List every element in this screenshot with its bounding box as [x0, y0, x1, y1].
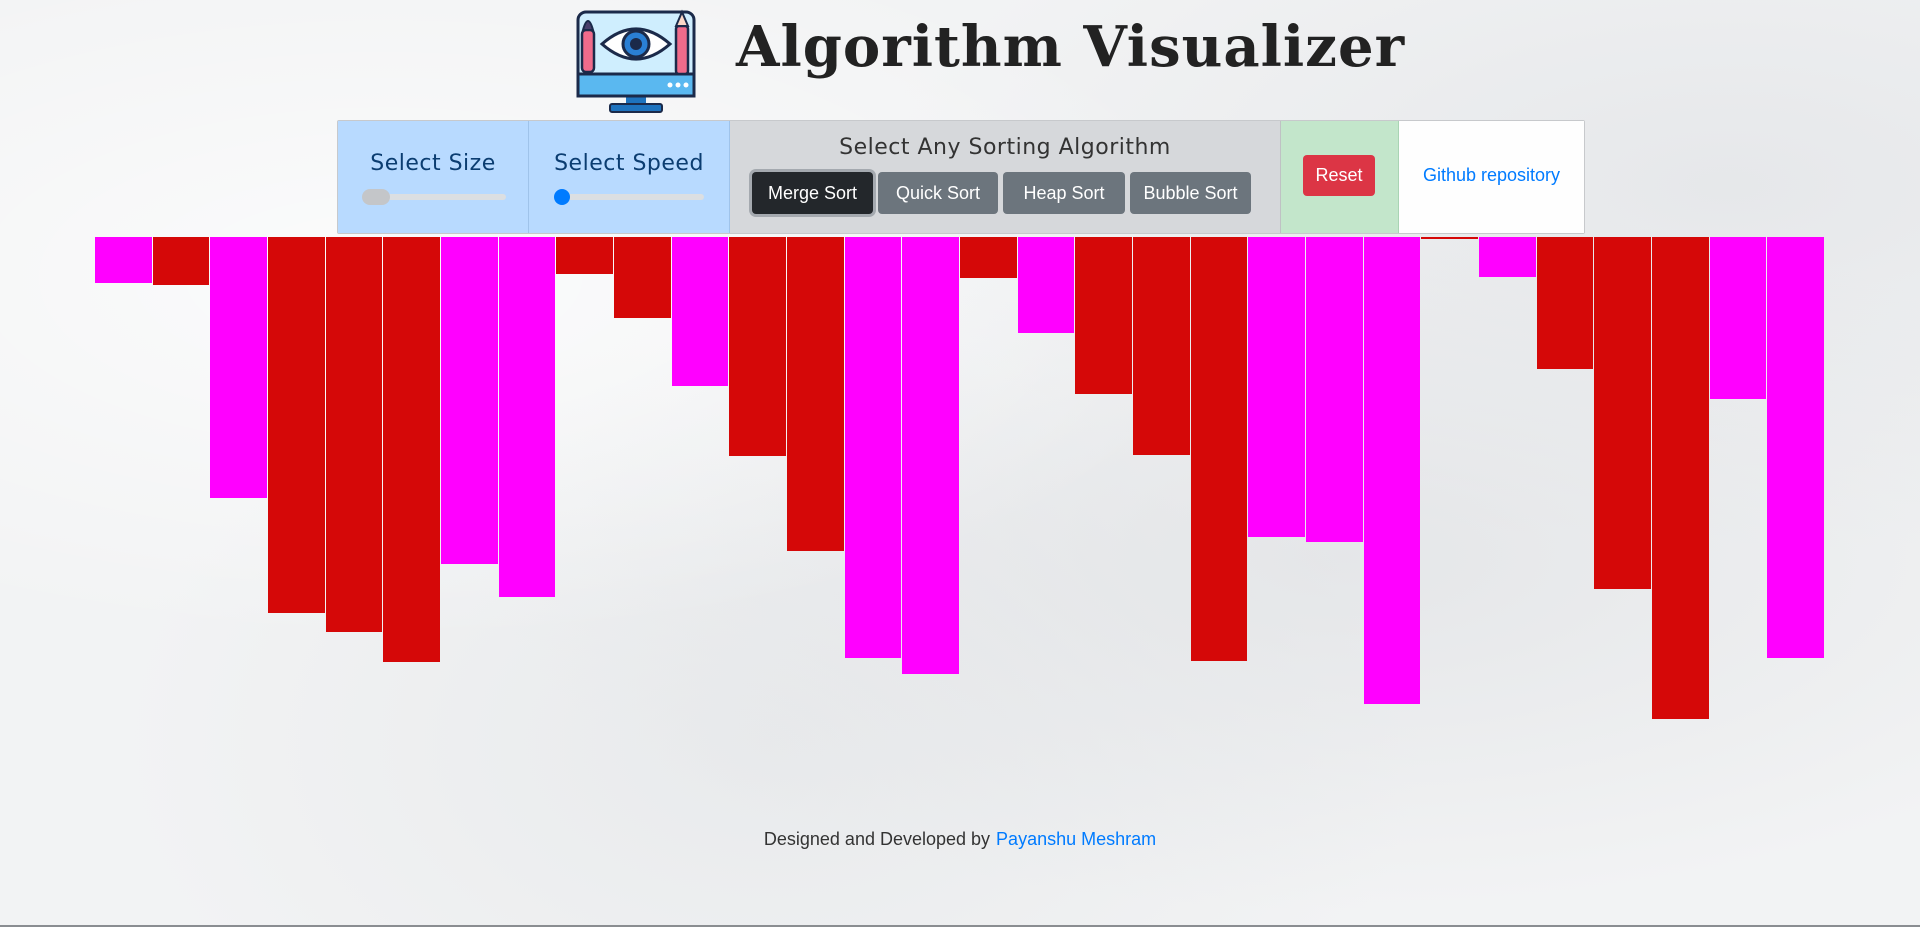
array-bar [902, 237, 959, 674]
footer: Designed and Developed by Payanshu Meshra… [0, 829, 1920, 850]
size-slider[interactable] [362, 189, 506, 205]
array-bar [95, 237, 152, 283]
array-bar [960, 237, 1017, 278]
array-bar [729, 237, 786, 456]
array-bar [1190, 237, 1248, 661]
array-bar [1248, 237, 1305, 537]
array-bar [498, 237, 556, 597]
array-bar [1075, 237, 1132, 394]
array-bar [1709, 237, 1767, 399]
reset-button[interactable]: Reset [1303, 155, 1375, 196]
speed-slider[interactable] [554, 189, 704, 205]
github-panel: Github repository [1399, 121, 1584, 233]
array-bar [844, 237, 902, 658]
array-bars [95, 237, 1825, 737]
algorithm-buttons: Merge Sort Quick Sort Heap Sort Bubble S… [752, 172, 1256, 214]
app-header: Algorithm Visualizer [0, 0, 1920, 118]
bottom-divider [0, 925, 1920, 927]
heap-sort-button[interactable]: Heap Sort [1003, 172, 1125, 214]
speed-slider-thumb[interactable] [554, 189, 570, 205]
array-bar [787, 237, 844, 551]
array-bar [1652, 237, 1709, 719]
array-bar [1421, 237, 1478, 239]
size-label: Select Size [370, 151, 496, 176]
array-bar [1017, 237, 1075, 333]
array-bar [210, 237, 267, 498]
merge-sort-button[interactable]: Merge Sort [752, 172, 873, 214]
array-bar [1363, 237, 1421, 704]
size-slider-thumb[interactable] [362, 189, 390, 205]
github-repository-link[interactable]: Github repository [1422, 165, 1561, 185]
array-bar [1306, 237, 1363, 542]
array-bar [441, 237, 498, 564]
array-bar [152, 237, 210, 285]
array-bar [325, 237, 383, 632]
speed-panel: Select Speed [529, 121, 730, 233]
array-bar [1594, 237, 1651, 589]
array-bar [383, 237, 440, 662]
speed-label: Select Speed [554, 151, 704, 176]
bubble-sort-button[interactable]: Bubble Sort [1130, 172, 1251, 214]
array-bar [1479, 237, 1536, 277]
monitor-eye-brush-pencil-icon [576, 9, 696, 113]
array-bar [556, 237, 613, 274]
quick-sort-button[interactable]: Quick Sort [878, 172, 998, 214]
app-title: Algorithm Visualizer [736, 14, 1406, 80]
algorithm-panel: Select Any Sorting Algorithm Merge Sort … [730, 121, 1281, 233]
array-bar [1536, 237, 1594, 369]
algorithm-label: Select Any Sorting Algorithm [839, 135, 1171, 160]
array-bar [1767, 237, 1824, 658]
footer-credit: Designed and Developed by [763, 829, 991, 849]
array-bar [1133, 237, 1190, 455]
control-toolbar: Select Size Select Speed Select Any Sort… [337, 120, 1585, 234]
reset-panel: Reset [1281, 121, 1399, 233]
array-bar [268, 237, 325, 613]
array-bar [671, 237, 729, 386]
array-bar [614, 237, 671, 318]
author-link[interactable]: Payanshu Meshram [996, 829, 1157, 849]
size-panel: Select Size [338, 121, 529, 233]
